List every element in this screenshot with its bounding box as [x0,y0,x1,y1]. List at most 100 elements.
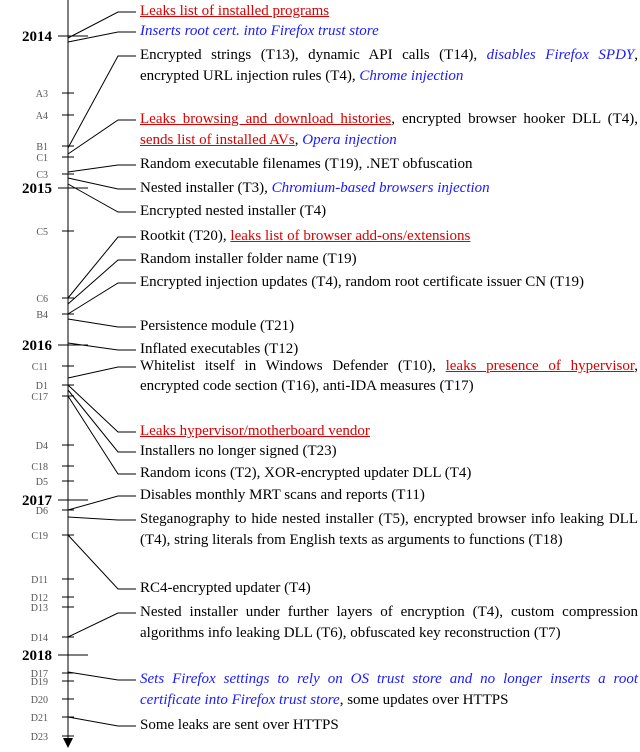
entry-text: Random installer folder name (T19) [140,251,357,267]
entry-text: Installers no longer signed (T23) [140,443,337,459]
entry: Installers no longer signed (T23) [140,441,638,462]
entry: Random icons (T2), XOR-encrypted updater… [140,463,638,484]
entry-text: Encrypted nested installer (T4) [140,203,327,219]
entry-text: , [294,132,303,148]
entry-text: Persistence module (T21) [140,318,295,334]
entry-text: Nested installer (T3), [140,180,272,196]
marker-label: C1 [36,153,48,164]
connector [67,612,136,638]
connector [67,395,136,475]
connector [67,11,136,39]
connector [67,366,136,379]
year-label: 2017 [22,493,53,509]
connector [67,119,136,155]
connector [67,516,136,521]
entry: Inserts root cert. into Firefox trust st… [140,21,638,42]
entry-text: leaks presence of hypervisor [445,358,635,374]
marker-label: D14 [31,633,48,644]
connector [67,177,136,190]
entry-text: , encrypted code section (T16), anti-IDA… [140,358,638,394]
connector [67,31,136,43]
entry: Encrypted injection updates (T4), random… [140,272,638,293]
entry-text: , some updates over HTTPS [339,692,509,708]
marker-label: D1 [36,381,48,392]
entry-text: Inflated executables (T12) [140,341,299,357]
connector [67,164,136,173]
marker-label: C18 [31,462,48,473]
entry: Encrypted strings (T13), dynamic API cal… [140,45,638,87]
entry-text: Random icons (T2), XOR-encrypted updater… [140,465,472,481]
marker-label: C6 [36,294,48,305]
marker-label: B4 [36,310,48,321]
entry: Steganography to hide nested installer (… [140,509,638,551]
entry-text: Random executable filenames (T19), .NET … [140,156,473,172]
axis-arrow [63,738,73,748]
connector [67,495,136,511]
marker-label: D5 [36,477,48,488]
year-label: 2014 [22,29,53,45]
entry: RC4-encrypted updater (T4) [140,578,638,599]
entry-text: Inserts root cert. into Firefox trust st… [140,23,379,39]
connector [67,282,136,315]
connector [67,259,136,305]
entry: Nested installer (T3), Chromium-based br… [140,178,638,199]
entry: Random installer folder name (T19) [140,249,638,270]
marker-label: D13 [31,603,48,614]
marker-label: D19 [31,677,48,688]
entry: Nested installer under further layers of… [140,602,638,644]
entry: Random executable filenames (T19), .NET … [140,154,638,175]
entry: Persistence module (T21) [140,316,638,337]
entry-text: Sets Firefox settings to rely on OS trus… [140,671,638,708]
marker-label: D23 [31,732,48,743]
entry-text: Opera injection [302,132,397,148]
connector [67,716,136,727]
connector [67,534,136,590]
marker-label: C3 [36,170,48,181]
entry-text: Disables monthly MRT scans and reports (… [140,487,425,503]
marker-label: D17 [31,669,48,680]
entry: Whitelist itself in Windows Defender (T1… [140,356,638,396]
entry-text: RC4-encrypted updater (T4) [140,580,311,596]
marker-label: C17 [31,392,48,403]
entry-text: Some leaks are sent over HTTPS [140,717,339,733]
connector [67,55,136,149]
entry-text: Whitelist itself in Windows Defender (T1… [140,358,446,374]
connector [67,671,136,681]
marker-label: C11 [32,362,48,373]
marker-label: D4 [36,441,48,452]
entry-text: Steganography to hide nested installer (… [140,511,638,548]
entry-text: sends list of installed AVs [140,132,295,148]
entry-text: Leaks list of installed programs [140,3,330,19]
marker-label: A4 [36,111,48,122]
year-label: 2016 [22,338,53,354]
marker-label: C5 [36,227,48,238]
entry-text: Nested installer under further layers of… [140,604,638,641]
connector [67,342,136,351]
marker-label: D12 [31,593,48,604]
marker-label: B1 [36,142,48,153]
entry-text: , encrypted browser hooker DLL (T4), [391,111,638,127]
marker-label: C19 [31,531,48,542]
entry: Sets Firefox settings to rely on OS trus… [140,669,638,711]
entry: Encrypted nested installer (T4) [140,201,638,222]
entry-text: Chromium-based browsers injection [271,180,490,196]
entry: Leaks hypervisor/motherboard vendor [140,421,638,442]
entry-text: Leaks browsing and download histories [140,111,392,127]
year-label: 2015 [22,181,52,197]
entry-text: Leaks hypervisor/motherboard vendor [140,423,370,439]
entry-text: Encrypted strings (T13), dynamic API cal… [140,47,487,63]
entry-text: disables Firefox SPDY [486,47,635,63]
connector [67,183,136,213]
entry-text: Rootkit (T20), [140,228,231,244]
entry: Leaks list of installed programs [140,1,638,22]
marker-label: D11 [31,575,48,586]
entry: Inflated executables (T12) [140,339,638,360]
entry: Rootkit (T20), leaks list of browser add… [140,226,638,247]
entry-text: Encrypted injection updates (T4), random… [140,274,585,290]
marker-label: D21 [31,713,48,724]
marker-label: D6 [36,506,48,517]
connector [67,318,136,328]
entry: Disables monthly MRT scans and reports (… [140,485,638,506]
